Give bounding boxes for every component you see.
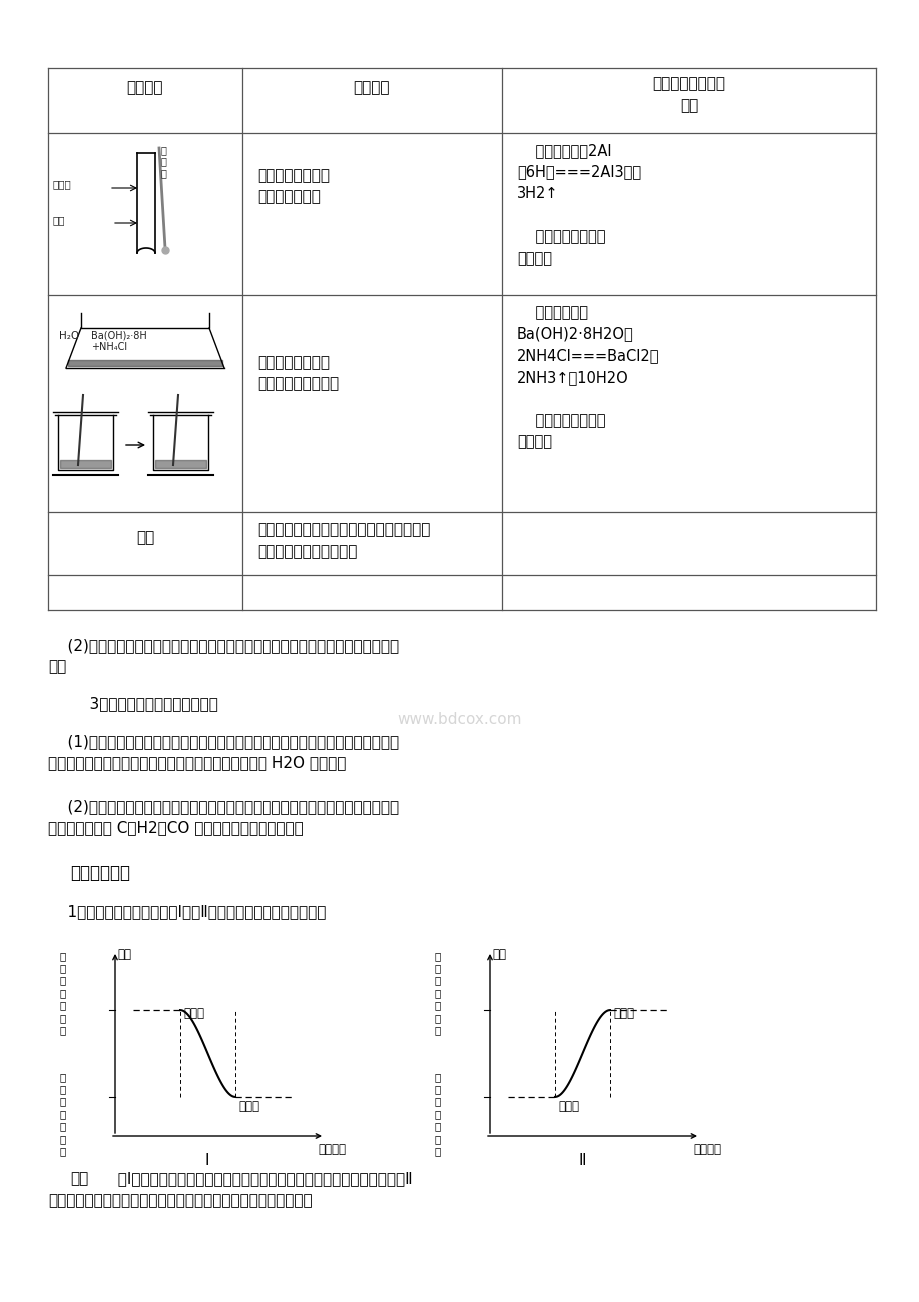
- Text: (2)常见的吸热反应：氢氧化钡与氯化铵晶体的反应；大多数的分解反应；碳与水
蒸气的反应；以 C、H2、CO 为还原剂的氧化还原反应。: (2)常见的吸热反应：氢氧化钡与氯化铵晶体的反应；大多数的分解反应；碳与水 蒸气…: [48, 799, 399, 836]
- Text: 提示: 提示: [70, 1170, 88, 1186]
- Text: 温
度
计: 温 度 计: [161, 145, 166, 178]
- Text: 产生大量气泡，混
合液的温度升高: 产生大量气泡，混 合液的温度升高: [256, 168, 330, 204]
- Text: 反应物: 反应物: [558, 1100, 578, 1113]
- Text: 【自主思考】: 【自主思考】: [70, 865, 130, 881]
- Text: +NH₄Cl: +NH₄Cl: [91, 342, 127, 352]
- Text: 反应物: 反应物: [183, 1008, 204, 1019]
- Text: 化学方程式：
Ba(OH)2·8H2O＋
2NH4Cl===BaCl2＋
2NH3↑＋10H2O

    结论：反应过程中
吸收热量: 化学方程式： Ba(OH)2·8H2O＋ 2NH4Cl===BaCl2＋ 2NH…: [516, 305, 659, 449]
- Text: 结论: 结论: [136, 530, 154, 546]
- Text: 生成物: 生成物: [238, 1100, 259, 1113]
- Text: 离子方程式：2Al
＋6H＋===2Al3＋＋
3H2↑

    结论：反应过程中
释放热量: 离子方程式：2Al ＋6H＋===2Al3＋＋ 3H2↑ 结论：反应过程中 释放…: [516, 143, 641, 266]
- Text: 能量: 能量: [492, 948, 505, 961]
- Text: 3．常见的放热反应和吸热反应: 3．常见的放热反应和吸热反应: [70, 697, 218, 711]
- Text: (1)常见的放热反应：所有的燃烧反应，剧烈的发光、发热的化学反应；酸碱中和
反应；大多数的化合反应；铝热反应；活泼金属与酸或 H2O 的反应。: (1)常见的放热反应：所有的燃烧反应，剧烈的发光、发热的化学反应；酸碱中和 反应…: [48, 734, 399, 771]
- Text: www.bdcox.com: www.bdcox.com: [397, 712, 522, 728]
- Text: 每一个化学反应都伴随着能量的变化，有的
释放能量，有的吸收能量: 每一个化学反应都伴随着能量的变化，有的 释放能量，有的吸收能量: [256, 522, 430, 559]
- Text: 有刺激性气味气体
产生，烧杯温度降低: 有刺激性气味气体 产生，烧杯温度降低: [256, 355, 339, 391]
- Text: 反
应
物
的
总
能
量: 反 应 物 的 总 能 量: [435, 1072, 441, 1156]
- Text: H₂O: H₂O: [59, 331, 79, 341]
- Text: Ⅰ: Ⅰ: [205, 1154, 209, 1168]
- Text: 生
成
物
的
总
能
量: 生 成 物 的 总 能 量: [435, 950, 441, 1035]
- Text: 反
应
物
的
总
能
量: 反 应 物 的 总 能 量: [60, 950, 66, 1035]
- Text: Ⅱ: Ⅱ: [578, 1154, 585, 1168]
- Text: (2)概念：有热量放出的化学反应称为放热反应，吸收热量的化学反应称为吸热反
应。: (2)概念：有热量放出的化学反应称为放热反应，吸收热量的化学反应称为吸热反 应。: [48, 638, 399, 674]
- Text: Ba(OH)₂·8H: Ba(OH)₂·8H: [91, 331, 147, 341]
- Text: 实验现象: 实验现象: [354, 79, 390, 95]
- Text: 反应过程: 反应过程: [318, 1143, 346, 1156]
- Text: 有关化学方程式及
结论: 有关化学方程式及 结论: [652, 76, 725, 113]
- Text: 实验操作: 实验操作: [127, 79, 163, 95]
- Text: 图Ⅰ中反应物内部的总能量大于生成物内部的总能量，反应释放能量；图Ⅱ: 图Ⅰ中反应物内部的总能量大于生成物内部的总能量，反应释放能量；图Ⅱ: [108, 1170, 413, 1186]
- Text: 生成物: 生成物: [612, 1008, 633, 1019]
- Text: 能量: 能量: [117, 948, 130, 961]
- Text: 铝条: 铝条: [53, 215, 65, 225]
- Text: 中反应物内部的总能量小于生成物内部的总能量，反应吸收能量。: 中反应物内部的总能量小于生成物内部的总能量，反应吸收能量。: [48, 1193, 312, 1208]
- Text: 1．根据下列图像，分析图Ⅰ、图Ⅱ中能量的变化，并说明理由。: 1．根据下列图像，分析图Ⅰ、图Ⅱ中能量的变化，并说明理由。: [48, 904, 326, 919]
- Text: 稀盐酸: 稀盐酸: [53, 178, 72, 189]
- Text: 反应过程: 反应过程: [692, 1143, 720, 1156]
- Text: 生
成
物
的
总
能
量: 生 成 物 的 总 能 量: [60, 1072, 66, 1156]
